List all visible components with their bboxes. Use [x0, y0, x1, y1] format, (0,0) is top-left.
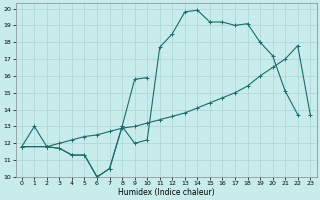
X-axis label: Humidex (Indice chaleur): Humidex (Indice chaleur) — [118, 188, 214, 197]
